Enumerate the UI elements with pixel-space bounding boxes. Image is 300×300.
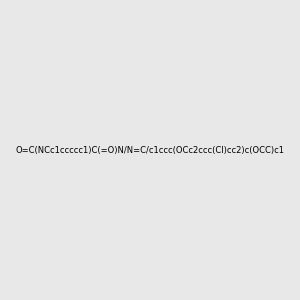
Text: O=C(NCc1ccccc1)C(=O)N/N=C/c1ccc(OCc2ccc(Cl)cc2)c(OCC)c1: O=C(NCc1ccccc1)C(=O)N/N=C/c1ccc(OCc2ccc(…: [16, 146, 284, 154]
